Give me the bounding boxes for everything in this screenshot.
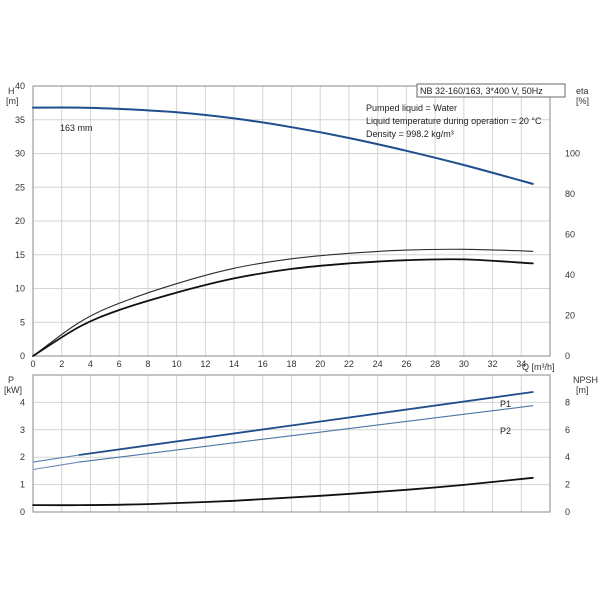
x-tick-label: 10 <box>172 359 182 369</box>
top-right-axis-label-2: [%] <box>576 96 589 106</box>
right-tick-label: 20 <box>565 310 575 320</box>
top-series-line-0 <box>32 106 534 185</box>
bottom-left-axis-label-1: P <box>8 375 14 385</box>
left-tick-label: 25 <box>15 182 25 192</box>
x-tick-label: 24 <box>373 359 383 369</box>
x-tick-label: 28 <box>430 359 440 369</box>
x-tick-label: 6 <box>117 359 122 369</box>
right-tick-label: 0 <box>565 507 570 517</box>
right-tick-label: 60 <box>565 229 575 239</box>
x-tick-label: 4 <box>88 359 93 369</box>
x-tick-label: 16 <box>258 359 268 369</box>
title-box <box>416 83 566 98</box>
x-tick-label: 8 <box>145 359 150 369</box>
top-x-tick-labels: 0 2 4 6 8 10 12 14 16 18 20 22 24 26 28 30 32 34 <box>30 359 526 369</box>
right-tick-label: 8 <box>565 397 570 407</box>
bottom-right-axis-label-2: [m] <box>576 385 589 395</box>
right-tick-label: 0 <box>565 351 570 361</box>
right-tick-label: 40 <box>565 270 575 280</box>
x-tick-label: 2 <box>59 359 64 369</box>
top-left-axis-label-1: H <box>8 86 15 96</box>
series-label-p2: P2 <box>500 426 511 436</box>
annotation-density: Density = 998.2 kg/m³ <box>366 129 454 139</box>
bottom-left-axis-label-2: [kW] <box>4 385 22 395</box>
top-series-group <box>32 106 534 357</box>
chart-title: NB 32-160/163, 3*400 V, 50Hz <box>420 86 543 96</box>
left-tick-label: 10 <box>15 284 25 294</box>
bottom-series-line-0 <box>78 391 534 456</box>
bottom-gridlines <box>33 375 550 512</box>
bottom-right-tick-labels: 0 2 4 6 8 <box>565 397 570 517</box>
left-tick-label: 30 <box>15 149 25 159</box>
impeller-label: 163 mm <box>60 123 93 133</box>
left-tick-label: 3 <box>20 425 25 435</box>
x-tick-label: 22 <box>344 359 354 369</box>
x-tick-label: 14 <box>229 359 239 369</box>
left-tick-label: 5 <box>20 317 25 327</box>
left-tick-label: 0 <box>20 351 25 361</box>
left-tick-label: 1 <box>20 480 25 490</box>
top-plot-frame <box>32 85 551 357</box>
top-x-axis-label: Q [m³/h] <box>522 362 555 372</box>
top-gridlines <box>33 86 550 356</box>
annotation-temperature: Liquid temperature during operation = 20… <box>366 116 542 126</box>
x-tick-label: 26 <box>401 359 411 369</box>
right-tick-label: 6 <box>565 425 570 435</box>
power-npsh-chart: 0 1 2 3 4 0 2 4 6 8 P [kW] NPSH [m] P1 P2 <box>4 374 598 517</box>
bottom-series-line-4 <box>32 476 534 507</box>
right-tick-label: 2 <box>565 480 570 490</box>
left-tick-label: 0 <box>20 507 25 517</box>
x-tick-label: 20 <box>315 359 325 369</box>
top-series-line-2 <box>32 258 534 357</box>
bottom-plot-frame <box>32 374 551 513</box>
left-tick-label: 40 <box>15 81 25 91</box>
x-tick-label: 34 <box>516 359 526 369</box>
bottom-left-tick-labels: 0 1 2 3 4 <box>20 397 25 517</box>
x-tick-label: 30 <box>459 359 469 369</box>
left-tick-label: 35 <box>15 115 25 125</box>
bottom-series-line-1 <box>32 454 80 463</box>
top-series-line-1 <box>32 248 534 357</box>
right-tick-label: 4 <box>565 452 570 462</box>
top-right-axis-label-1: eta <box>576 86 589 96</box>
x-tick-label: 18 <box>286 359 296 369</box>
x-tick-label: 12 <box>200 359 210 369</box>
x-tick-label: 0 <box>30 359 35 369</box>
left-tick-label: 4 <box>20 397 25 407</box>
bottom-series-line-3 <box>32 461 80 471</box>
head-efficiency-chart: 0 2 4 6 8 10 12 14 16 18 20 22 24 26 28 30 32 34 05101520… <box>6 81 589 372</box>
top-right-tick-labels: 0 20 40 60 80 100 <box>565 148 580 361</box>
left-tick-label: 2 <box>20 452 25 462</box>
annotation-liquid: Pumped liquid = Water <box>366 103 457 113</box>
bottom-right-axis-label-1: NPSH <box>573 375 598 385</box>
right-tick-label: 100 <box>565 148 580 158</box>
bottom-series-group <box>32 391 534 507</box>
x-tick-label: 32 <box>488 359 498 369</box>
left-tick-label: 15 <box>15 250 25 260</box>
bottom-series-line-2 <box>78 405 534 463</box>
series-label-p1: P1 <box>500 399 511 409</box>
top-left-axis-label-2: [m] <box>6 96 19 106</box>
top-left-tick-labels: 0 5 10 15 20 25 30 35 40 <box>15 81 25 361</box>
right-tick-label: 80 <box>565 189 575 199</box>
left-tick-label: 20 <box>15 216 25 226</box>
